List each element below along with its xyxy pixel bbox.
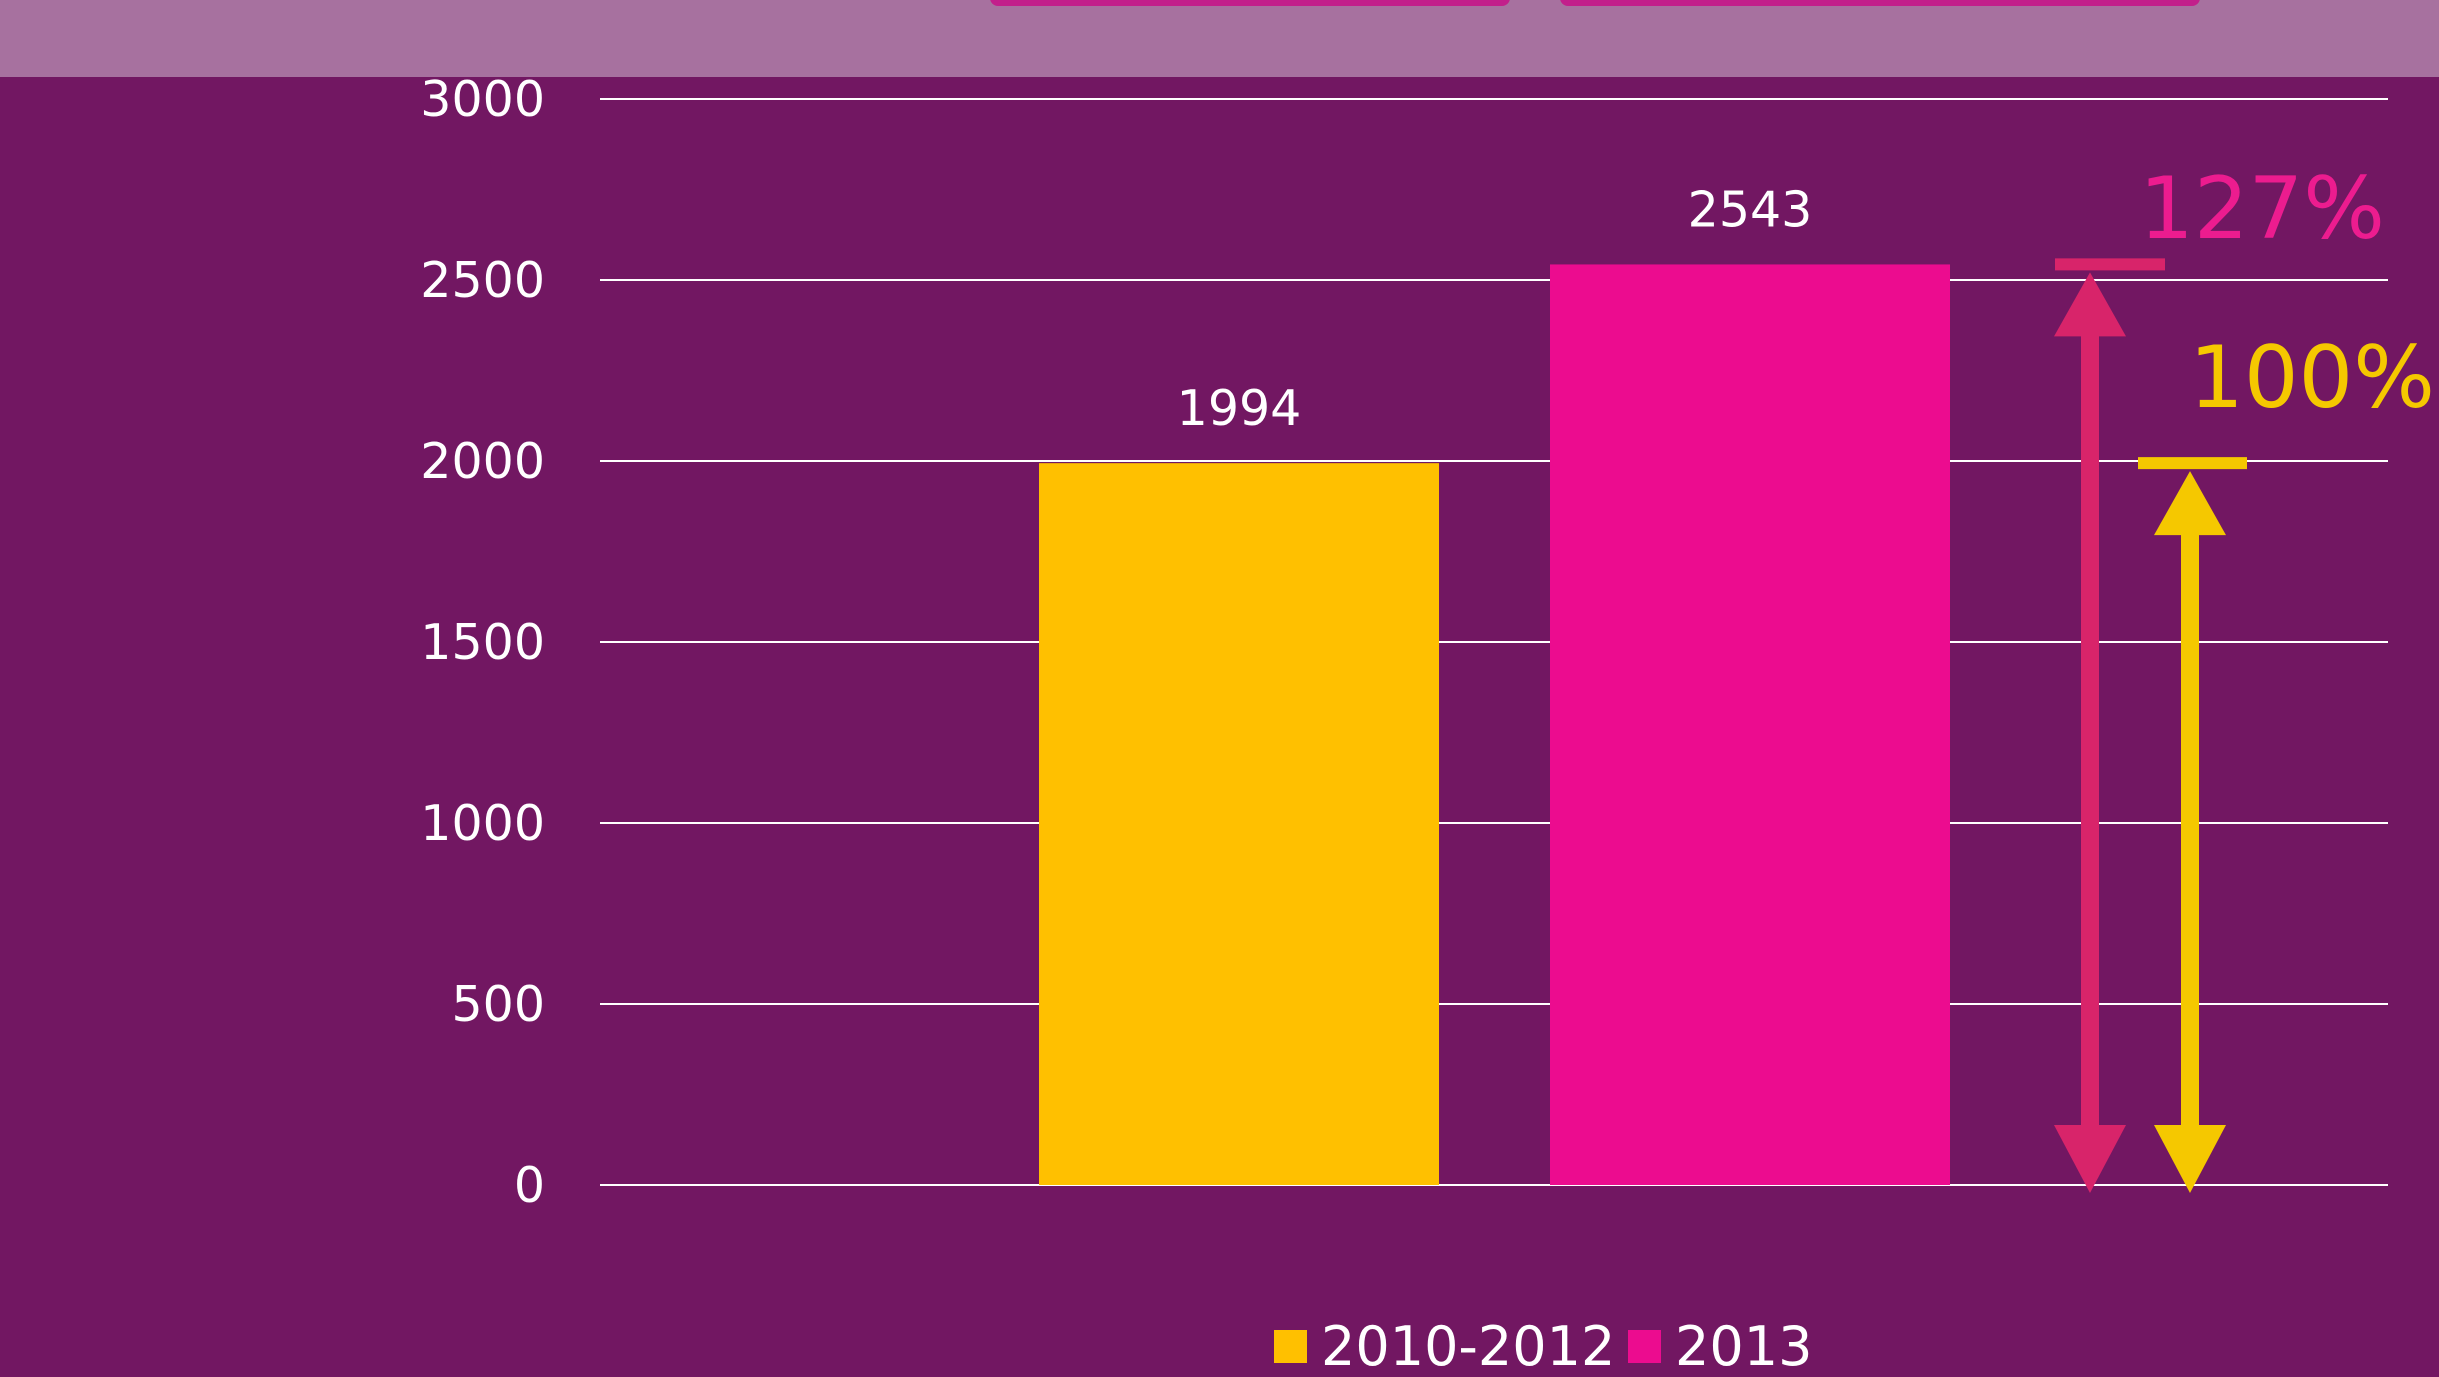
y-tick-label: 1500 [420,614,545,671]
header-decoration [990,0,1510,6]
arrow-head-down [2054,1125,2126,1193]
bar-2013 [1550,264,1950,1186]
chart-legend: 2010-2012 2013 [1274,1315,1812,1377]
data-label: 1994 [1177,380,1302,437]
legend-label: 2010-2012 [1321,1315,1615,1377]
percent-annotation: 127% [2139,159,2385,259]
arrow-head-up [2054,272,2126,337]
percent-annotation: 100% [2189,328,2435,428]
y-tick-label: 2500 [420,252,545,309]
double-arrow: 100% [2138,328,2435,1193]
bar-2010-2012 [1039,463,1439,1185]
y-tick-label: 500 [451,976,545,1033]
y-tick-label: 2000 [420,433,545,490]
legend-swatch [1274,1330,1307,1363]
double-arrow: 127% [2054,159,2385,1193]
data-label: 2543 [1688,181,1813,238]
top-header-band [0,0,2439,77]
arrow-head-up [2154,471,2226,536]
y-tick-label: 3000 [420,71,545,128]
y-tick-label: 0 [514,1157,545,1214]
arrow-head-down [2154,1125,2226,1193]
legend-swatch [1628,1330,1661,1363]
legend-label: 2013 [1675,1315,1812,1377]
y-tick-label: 1000 [420,795,545,852]
header-decoration [1560,0,2200,6]
